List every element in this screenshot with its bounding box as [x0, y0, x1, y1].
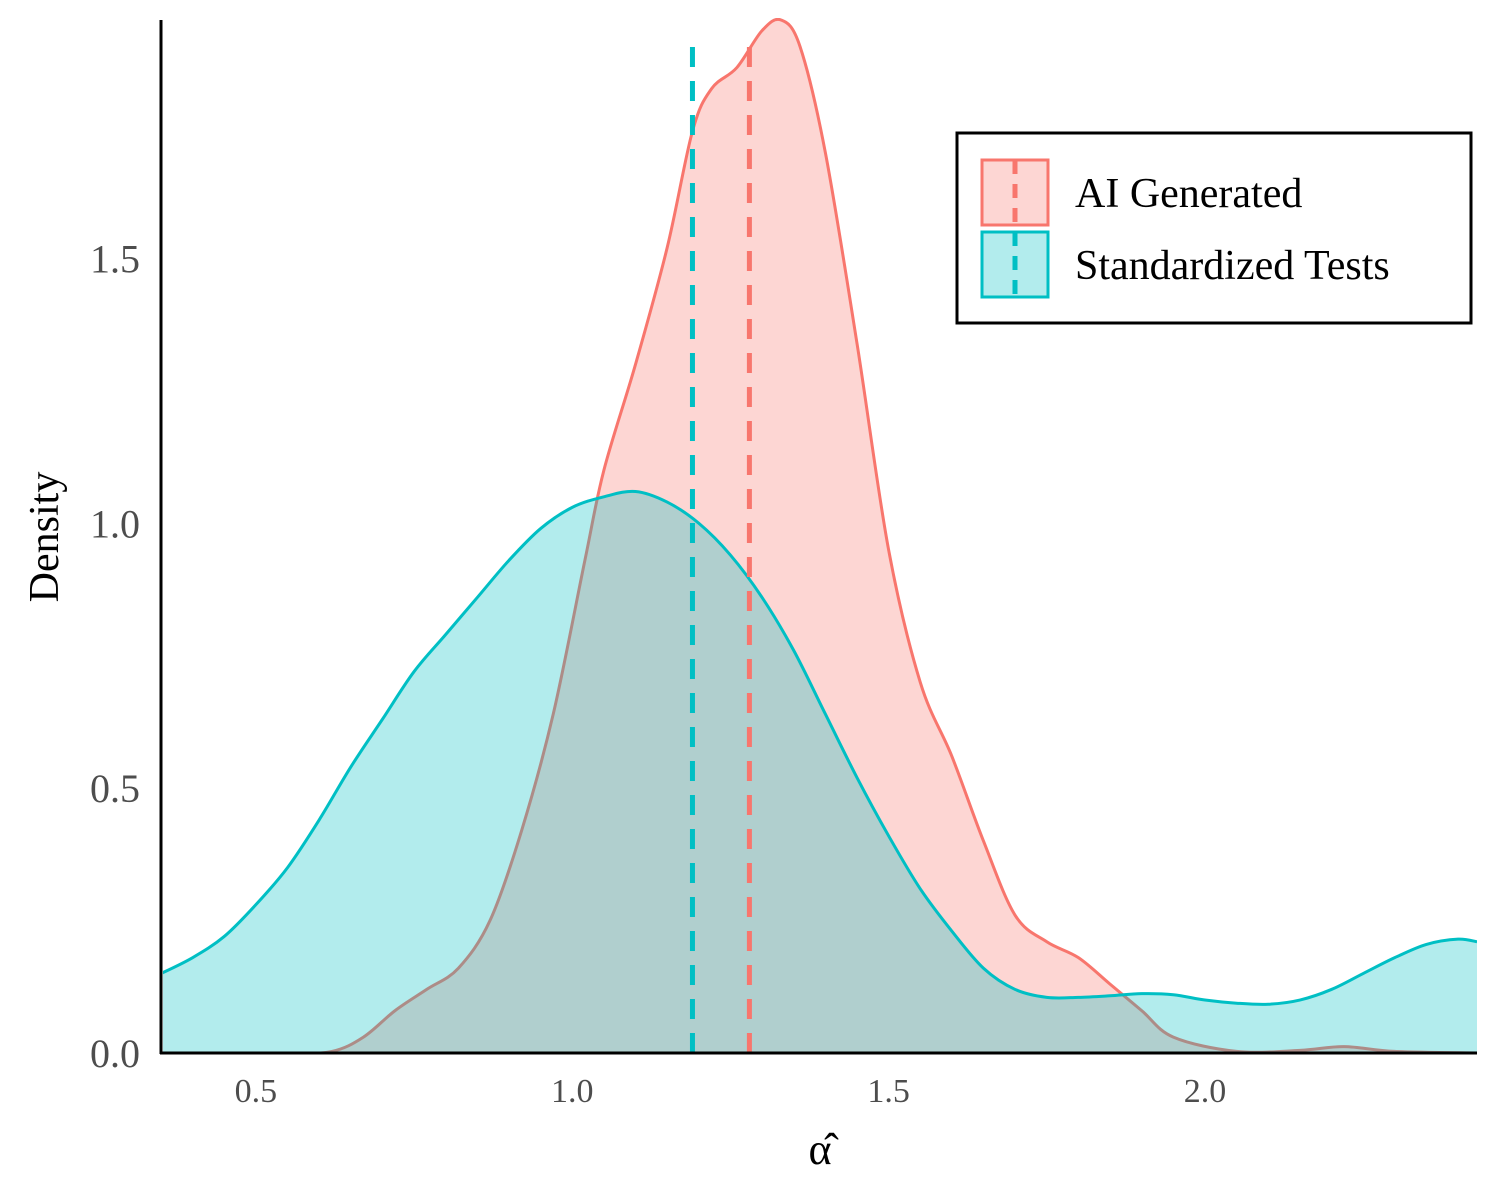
- y-tick-label: 1.5: [90, 236, 140, 281]
- ai-generated-density-area: [163, 19, 1477, 1054]
- legend-label-standardized-tests: Standardized Tests: [1075, 243, 1390, 289]
- y-ticks: 0.0 0.5 1.0 1.5: [90, 236, 140, 1076]
- x-tick-label: 1.5: [867, 1073, 910, 1110]
- legend-label-ai-generated: AI Generated: [1075, 171, 1302, 217]
- x-tick-label: 2.0: [1184, 1073, 1227, 1110]
- series-layer: [163, 18, 1477, 1054]
- legend-items: AI Generated Standardized Tests: [980, 158, 1390, 299]
- x-ticks: 0.5 1.0 1.5 2.0: [235, 1073, 1227, 1110]
- x-tick-label: 1.0: [551, 1073, 594, 1110]
- y-tick-label: 0.5: [90, 766, 140, 811]
- legend: AI Generated Standardized Tests: [955, 131, 1473, 325]
- y-axis-title: Density: [22, 472, 68, 603]
- legend-item-ai-generated: AI Generated: [980, 158, 1302, 227]
- y-tick-label: 0.0: [90, 1031, 140, 1076]
- x-axis-title: α̂: [808, 1125, 838, 1174]
- x-tick-label: 0.5: [235, 1073, 278, 1110]
- legend-box: [955, 131, 1473, 325]
- mean-lines: [689, 33, 752, 1053]
- standardized-tests-density-area: [163, 491, 1477, 1053]
- y-tick-label: 1.0: [90, 501, 140, 546]
- legend-item-standardized-tests: Standardized Tests: [980, 230, 1390, 299]
- standardized-tests-density-line: [163, 489, 1477, 1006]
